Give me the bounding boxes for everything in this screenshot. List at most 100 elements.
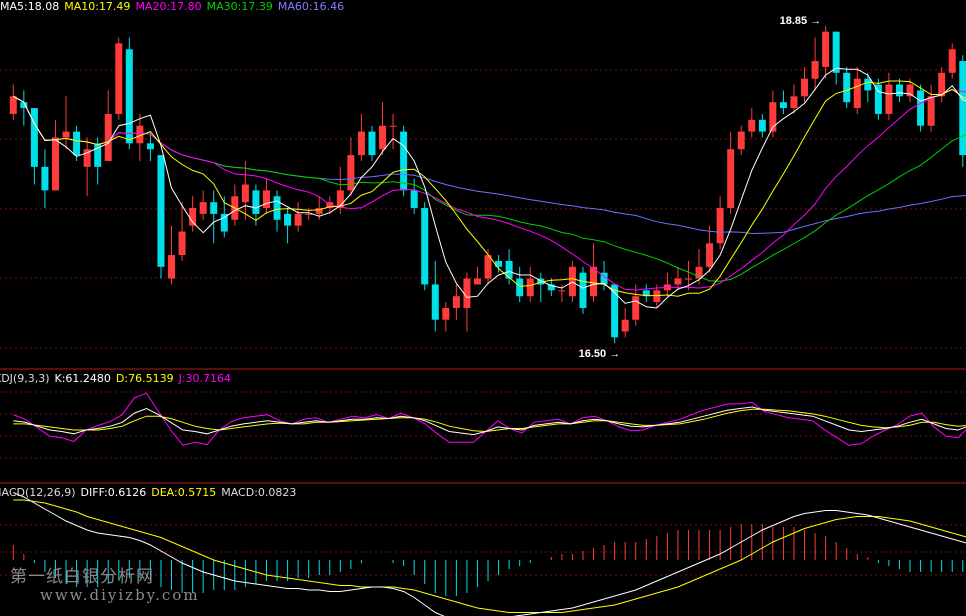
ma20-value: MA20:17.80 (135, 0, 202, 13)
candle-body (853, 78, 861, 109)
candle-body (632, 296, 640, 320)
candle-body (442, 307, 450, 320)
candle-body (611, 284, 619, 338)
candle-body (473, 278, 481, 285)
candle-body (104, 113, 112, 161)
ma30-line (13, 95, 966, 282)
candle-body (94, 143, 102, 167)
kdj-title: KDJ(9,3,3) (0, 372, 50, 385)
candle-body (684, 278, 692, 280)
candle-body (210, 202, 218, 214)
candle-body (864, 78, 872, 91)
candle-body (706, 243, 714, 267)
candle-body (843, 72, 851, 103)
candle-body (642, 290, 650, 297)
candle-body (379, 125, 387, 150)
candle-body (30, 108, 38, 167)
candle-body (832, 31, 840, 73)
candle-body (9, 96, 17, 114)
candle-body (357, 131, 365, 156)
candle-body (621, 319, 629, 332)
kdj-k-value: K:61.2480 (54, 372, 111, 385)
candle-body (241, 184, 249, 203)
candle-body (73, 131, 81, 156)
candle-body (695, 266, 703, 279)
candle-body (336, 190, 344, 209)
candle-body (590, 266, 598, 297)
candle-body (400, 131, 408, 191)
candle-body (568, 266, 576, 297)
macd-hist-value: MACD:0.0823 (221, 486, 297, 499)
candle-body (189, 208, 197, 226)
candle-body (822, 31, 830, 67)
candle-body (516, 278, 524, 297)
ma20-line (13, 89, 966, 291)
candle-body (41, 166, 49, 191)
candle-body (737, 131, 745, 150)
candle-body (62, 131, 70, 138)
candle-body (948, 49, 956, 73)
candle-body (938, 72, 946, 97)
candle-body (199, 202, 207, 214)
candle-body (801, 78, 809, 97)
candle-body (927, 96, 935, 126)
candle-body (653, 290, 661, 303)
macd-diff-line (13, 492, 966, 616)
candle-body (874, 84, 882, 114)
kdj-j-line (13, 392, 966, 446)
macd-legend: MACD(12,26,9) DIFF:0.6126 DEA:0.5715 MACD:0… (0, 486, 301, 500)
ma30-value: MA30:17.39 (206, 0, 273, 13)
candle-body (368, 131, 376, 156)
candle-body (537, 278, 545, 285)
candle-body (811, 61, 819, 79)
candle-body (146, 143, 154, 150)
candle-body (716, 208, 724, 244)
kdj-d-line (13, 408, 966, 433)
candle-body (20, 102, 28, 109)
candle-body (389, 125, 397, 127)
candle-body (906, 84, 914, 97)
candle-body (484, 255, 492, 279)
ma60-value: MA60:16.46 (277, 0, 345, 13)
price-legend: MA5:18.08 MA10:17.49 MA20:17.80 MA30:17.39 M… (0, 0, 349, 14)
candle-body (252, 190, 260, 214)
candle-body (157, 155, 165, 267)
candle-body (421, 208, 429, 285)
candle-body (959, 61, 966, 156)
watermark-url: www.diyizby.com (40, 586, 200, 604)
candle-body (505, 260, 513, 279)
candle-body (885, 84, 893, 114)
macd-title: MACD(12,26,9) (0, 486, 76, 499)
candle-body (262, 190, 270, 209)
candle-body (83, 149, 91, 167)
ma60-line (13, 95, 966, 235)
candle-body (727, 149, 735, 209)
candle-body (273, 196, 281, 220)
candle-body (125, 49, 133, 144)
candle-body (305, 213, 313, 215)
candle-body (220, 213, 228, 232)
candle-body (579, 272, 587, 308)
watermark-title: 第一纸白银分析网 (10, 567, 154, 587)
candle-body (294, 213, 302, 226)
candle-body (526, 278, 534, 297)
candle-body (431, 284, 439, 320)
candle-body (178, 231, 186, 256)
candle-body (315, 208, 323, 214)
candle-body (600, 272, 608, 285)
candle-body (463, 278, 471, 308)
macd-dea-value: DEA:0.5715 (151, 486, 217, 499)
candle-body (917, 90, 925, 126)
kdj-legend: KDJ(9,3,3) K:61.2480 D:76.5139 J:30.7164 (0, 372, 236, 386)
candle-body (895, 84, 903, 97)
macd-dea-line (13, 499, 966, 613)
candle-body (168, 255, 176, 279)
ma10-value: MA10:17.49 (64, 0, 131, 13)
high-price-label: 18.85 → (780, 15, 822, 27)
candle-body (136, 125, 144, 144)
ma5-line (13, 67, 966, 309)
candle-body (284, 213, 292, 226)
kdj-j-value: J:30.7164 (178, 372, 232, 385)
